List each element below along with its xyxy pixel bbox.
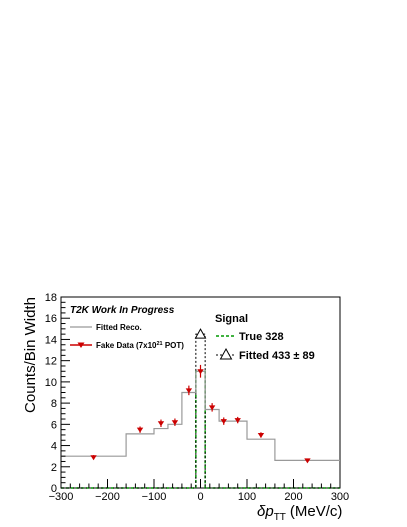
legend-fake-suffix: POT) (163, 341, 185, 350)
fake-data-point (90, 455, 97, 461)
fake-data-point (208, 403, 216, 412)
fake-data-point (185, 385, 193, 396)
y-tick-label: 0 (51, 483, 57, 495)
y-tick-label: 2 (51, 462, 57, 474)
x-axis-title-main: δp (257, 503, 274, 520)
x-tick-label: 0 (197, 491, 203, 503)
y-axis-title: Counts/Bin Width (22, 297, 39, 413)
fake-data-point (197, 364, 204, 378)
fake-data-point (136, 426, 144, 433)
legend-fake-exponent: 21 (156, 341, 162, 347)
fake-data-marker (90, 455, 97, 461)
legend-fake-data-label: Fake Data (7x1021 POT) (96, 341, 184, 350)
fake-data-marker (197, 369, 204, 375)
fitted-reco-line (61, 370, 340, 462)
fake-data-point (257, 432, 265, 438)
x-axis-title-subscript: TT (274, 512, 286, 523)
x-tick-label: 300 (331, 491, 349, 503)
y-tick-label: 6 (51, 419, 57, 431)
x-tick-label: −100 (142, 491, 167, 503)
y-tick-label: 4 (51, 441, 57, 453)
fake-data-point (234, 416, 241, 424)
legend-right: Signal True 328 Fitted 433 ± 89 (215, 313, 315, 362)
fake-data-point (157, 419, 165, 427)
x-axis-title-unit: (MeV/c) (290, 503, 343, 520)
y-tick-label: 10 (45, 377, 57, 389)
work-in-progress-label: T2K Work In Progress (70, 305, 175, 316)
fake-data-point (220, 417, 227, 425)
y-tick-label: 14 (45, 334, 57, 346)
signal-true-series (61, 370, 340, 489)
fitted-reco-series (61, 370, 340, 462)
legend-fitted-reco-label: Fitted Reco. (96, 323, 142, 332)
fake-data-point (171, 418, 179, 426)
fake-data-marker (220, 419, 227, 425)
fake-data-point (304, 458, 311, 464)
fake-data-marker (157, 421, 165, 427)
x-tick-label: −200 (95, 491, 120, 503)
legend-fitted-marker (219, 347, 233, 360)
signal-fitted-marker (194, 328, 207, 339)
fake-data-marker (185, 388, 193, 394)
x-tick-label: −300 (49, 491, 74, 503)
fake-data-marker (304, 458, 311, 464)
y-tick-label: 16 (45, 313, 57, 325)
legend-fake-data-marker (77, 342, 85, 348)
x-tick-label: 100 (238, 491, 256, 503)
y-tick-label: 12 (45, 356, 57, 368)
fake-data-marker (208, 405, 216, 411)
fake-data-marker (257, 432, 265, 438)
legend-fake-prefix: Fake Data (7x10 (96, 341, 157, 350)
fake-data-marker (136, 427, 144, 433)
fake-data-marker (234, 418, 241, 424)
signal-fitted-series (61, 328, 340, 489)
axes: −300 −200 −100 0 100 200 300 0 2 4 6 8 10 12 14 16 18 (45, 292, 349, 503)
fake-data-marker (171, 420, 179, 426)
y-tick-label: 8 (51, 398, 57, 410)
fake-data-series (90, 364, 311, 464)
legend-fitted-label: Fitted 433 ± 89 (239, 350, 315, 362)
x-tick-label: 200 (284, 491, 302, 503)
y-tick-label: 18 (45, 292, 57, 304)
legend-true-label: True 328 (239, 331, 284, 343)
legend-left: Fitted Reco. Fake Data (7x1021 POT) (70, 323, 184, 350)
signal-true-line (61, 370, 340, 489)
x-axis-title: δpTT (MeV/c) (257, 503, 342, 523)
legend-signal-title: Signal (215, 313, 248, 325)
